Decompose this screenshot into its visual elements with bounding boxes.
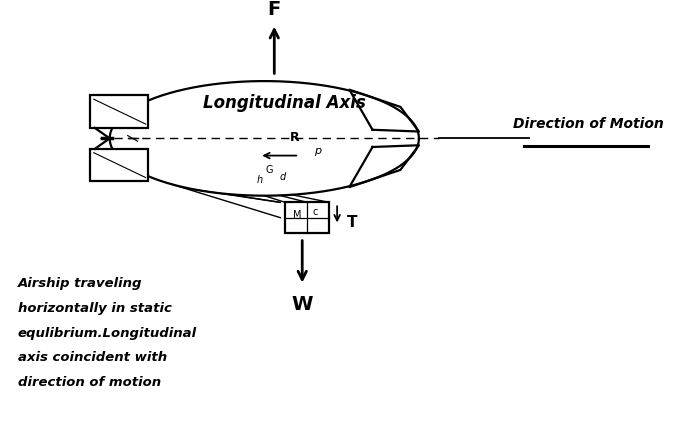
Text: p: p xyxy=(314,146,321,156)
Text: direction of motion: direction of motion xyxy=(18,376,161,389)
Text: R: R xyxy=(290,131,299,144)
Text: Airship traveling: Airship traveling xyxy=(18,277,142,290)
Polygon shape xyxy=(349,145,419,187)
Polygon shape xyxy=(349,90,419,132)
Text: G: G xyxy=(266,165,273,175)
Text: horizontally in static: horizontally in static xyxy=(18,302,172,315)
Bar xyxy=(90,149,148,181)
Text: axis coincident with: axis coincident with xyxy=(18,352,167,364)
Polygon shape xyxy=(110,81,419,196)
Text: M: M xyxy=(293,210,301,220)
Bar xyxy=(90,96,148,128)
Text: W: W xyxy=(292,295,313,314)
Text: T: T xyxy=(347,215,358,230)
Text: d: d xyxy=(279,172,286,182)
Bar xyxy=(285,202,329,233)
Text: Direction of Motion: Direction of Motion xyxy=(513,117,664,131)
Text: h: h xyxy=(256,175,262,185)
Text: F: F xyxy=(268,0,281,19)
Text: c: c xyxy=(312,207,318,217)
Text: Longitudinal Axis: Longitudinal Axis xyxy=(203,93,366,112)
Text: equlibrium.Longitudinal: equlibrium.Longitudinal xyxy=(18,327,197,340)
